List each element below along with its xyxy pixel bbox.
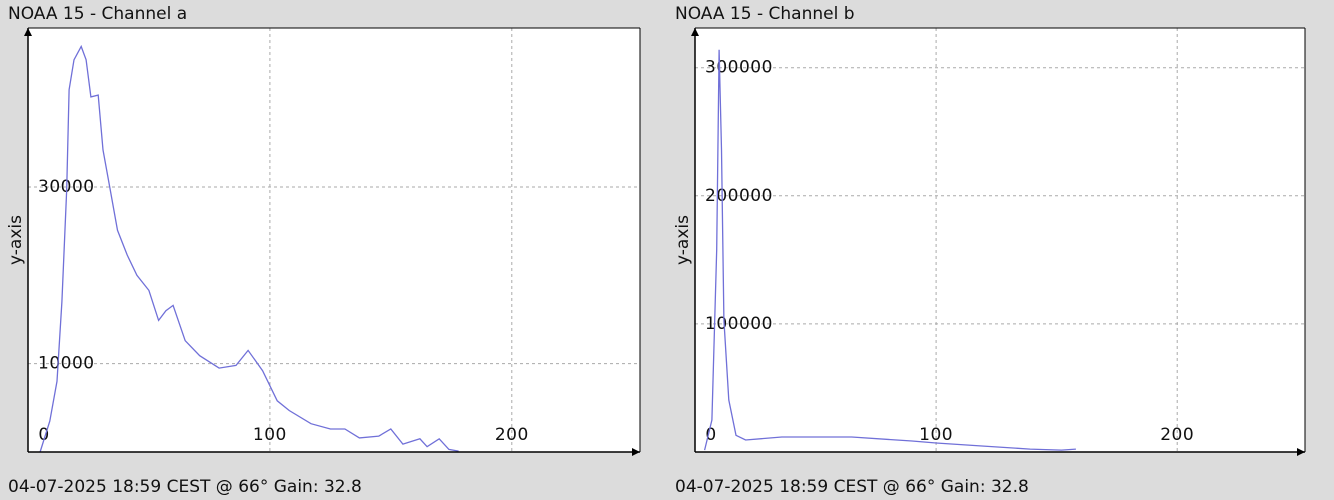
plot-area <box>28 28 640 452</box>
plot-area <box>695 28 1305 452</box>
y-tick-label: 30000 <box>38 177 95 197</box>
chart-title: NOAA 15 - Channel a <box>8 4 187 24</box>
y-tick-label: 300000 <box>705 58 773 78</box>
x-tick-label: 200 <box>1160 425 1194 445</box>
y-tick-label: 100000 <box>705 314 773 334</box>
axis-arrow <box>632 448 640 456</box>
x-tick-label: 0 <box>38 425 49 445</box>
x-tick-label: 100 <box>253 425 287 445</box>
x-tick-label: 200 <box>495 425 529 445</box>
y-tick-label: 200000 <box>705 186 773 206</box>
y-axis-label: y-axis <box>6 215 26 265</box>
chart-panel: NOAA 15 - Channel b 04-07-2025 18:59 CEST… <box>673 4 1306 497</box>
y-axis-label: y-axis <box>673 215 693 265</box>
footer-status: 04-07-2025 18:59 CEST @ 66° Gain: 32.8 <box>8 477 362 497</box>
footer-status: 04-07-2025 18:59 CEST @ 66° Gain: 32.8 <box>675 477 1029 497</box>
chart-panel: NOAA 15 - Channel a 04-07-2025 18:59 CEST… <box>6 4 641 497</box>
y-tick-label: 10000 <box>38 354 95 374</box>
data-line <box>39 44 459 453</box>
axis-arrow <box>691 28 699 36</box>
chart-title: NOAA 15 - Channel b <box>675 4 855 24</box>
axis-arrow <box>24 28 32 36</box>
x-tick-label: 0 <box>705 425 716 445</box>
axis-arrow <box>1297 448 1305 456</box>
data-line <box>703 49 1076 451</box>
x-tick-label: 100 <box>919 425 953 445</box>
